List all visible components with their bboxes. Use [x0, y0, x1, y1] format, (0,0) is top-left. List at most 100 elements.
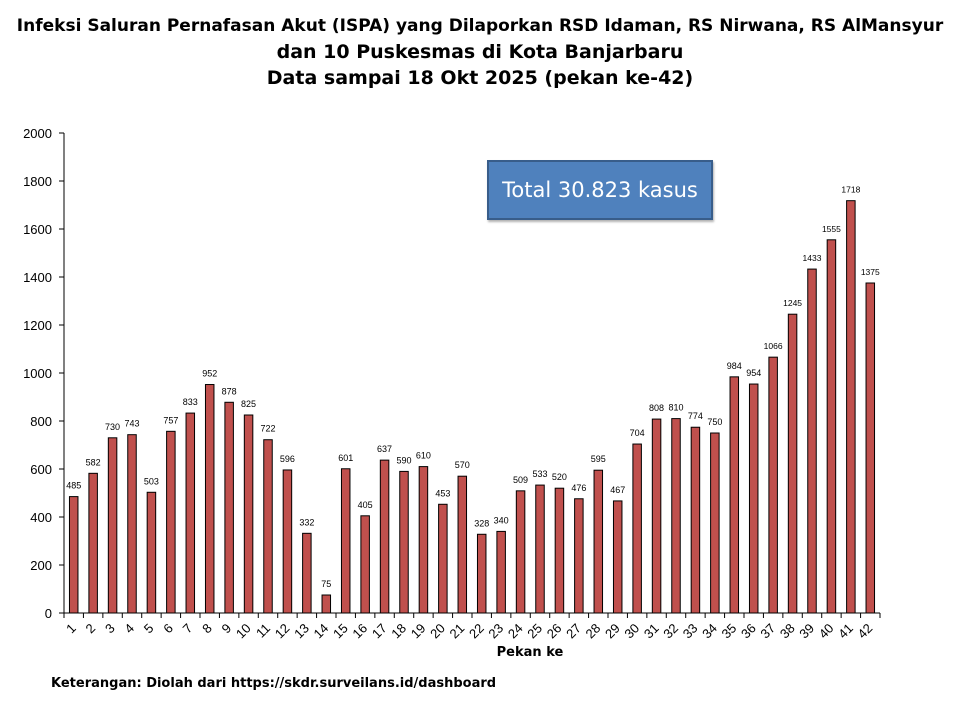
bar-18: [399, 470, 409, 614]
bar-25: [535, 484, 545, 614]
data-label: 601: [338, 453, 353, 463]
data-label: 1555: [822, 224, 841, 234]
data-label: 503: [144, 476, 159, 486]
data-label: 332: [299, 517, 314, 527]
x-tick-label: 7: [180, 621, 196, 637]
bar-22: [476, 533, 487, 614]
x-tick-label: 15: [330, 621, 351, 642]
x-tick-label: 34: [699, 621, 720, 642]
data-label: 878: [222, 386, 237, 396]
chart-title-line-2: dan 10 Puskesmas di Kota Banjarbaru: [276, 41, 684, 63]
bar-36: [748, 383, 759, 614]
x-tick-label: 25: [524, 621, 545, 642]
bar-19: [418, 466, 429, 614]
data-label: 596: [280, 454, 295, 464]
bar-16: [360, 515, 370, 614]
x-tick-label: 26: [544, 621, 565, 642]
x-tick-label: 23: [485, 621, 506, 642]
bar-6: [166, 430, 176, 614]
bar-23: [496, 530, 506, 614]
bar-26: [554, 487, 565, 614]
data-label: 808: [649, 403, 664, 413]
bar-40: [826, 239, 837, 614]
data-label: 730: [105, 422, 120, 432]
bar-10: [243, 414, 254, 614]
x-tick-label: 17: [369, 621, 390, 642]
x-tick-label: 6: [160, 621, 176, 637]
bar-30: [632, 443, 642, 614]
x-tick-label: 41: [835, 621, 856, 642]
data-label: 476: [571, 483, 586, 493]
data-label: 750: [707, 417, 722, 427]
x-tick-label: 5: [141, 621, 157, 637]
x-tick-label: 30: [621, 621, 642, 642]
bar-15: [340, 468, 351, 614]
chart-title-line-1: Infeksi Saluran Pernafasan Akut (ISPA) y…: [16, 16, 944, 36]
y-tick-label: 1000: [23, 366, 52, 381]
x-tick-label: 1: [63, 621, 79, 637]
x-tick-label: 33: [680, 621, 701, 642]
x-tick-label: 31: [641, 621, 662, 642]
x-tick-label: 40: [816, 621, 837, 642]
data-label: 328: [474, 518, 489, 528]
y-tick-label: 2000: [23, 126, 52, 141]
data-label: 984: [727, 361, 742, 371]
y-tick-label: 1400: [23, 270, 52, 285]
data-label: 757: [163, 415, 178, 425]
data-label: 590: [396, 455, 411, 465]
data-label: 533: [532, 469, 547, 479]
data-label: 952: [202, 369, 217, 379]
data-label: 1433: [803, 253, 822, 263]
bar-42: [865, 282, 876, 614]
data-label: 833: [183, 397, 198, 407]
x-tick-label: 14: [311, 621, 332, 642]
data-label: 405: [358, 500, 373, 510]
x-tick-label: 39: [796, 621, 817, 642]
bar-2: [88, 472, 98, 614]
data-label: 1375: [861, 267, 880, 277]
bar-29: [612, 500, 623, 614]
data-label: 509: [513, 475, 528, 485]
x-tick-label: 13: [291, 621, 312, 642]
x-tick-label: 3: [102, 621, 118, 637]
bar-13: [302, 532, 312, 614]
bar-14: [321, 594, 332, 614]
y-tick-label: 600: [30, 462, 52, 477]
y-tick-label: 800: [30, 414, 52, 429]
x-tick-label: 19: [408, 621, 429, 642]
y-tick-label: 400: [30, 510, 52, 525]
data-label: 704: [630, 428, 645, 438]
y-tick-label: 1800: [23, 174, 52, 189]
data-label: 595: [591, 454, 606, 464]
x-tick-label: 11: [253, 621, 273, 641]
x-tick-label: 4: [121, 621, 137, 637]
data-label: 467: [610, 485, 625, 495]
data-label: 810: [668, 403, 683, 413]
data-label: 582: [86, 457, 101, 467]
bar-17: [379, 459, 390, 614]
bar-35: [729, 376, 740, 614]
data-label: 610: [416, 451, 431, 461]
x-tick-label: 32: [660, 621, 681, 642]
bar-12: [282, 469, 293, 614]
bar-34: [710, 432, 720, 614]
chart-title-line-3: Data sampai 18 Okt 2025 (pekan ke-42): [266, 67, 694, 89]
bar-5: [146, 491, 157, 614]
bar-11: [263, 439, 273, 614]
bar-33: [690, 426, 701, 614]
data-label: 520: [552, 472, 567, 482]
data-label: 1245: [783, 298, 802, 308]
data-label: 1066: [764, 341, 783, 351]
x-tick-label: 35: [719, 621, 740, 642]
data-label: 774: [688, 411, 703, 421]
x-tick-label: 36: [738, 621, 759, 642]
bar-21: [457, 475, 468, 614]
bar-4: [127, 434, 137, 614]
bar-32: [671, 418, 681, 614]
x-tick-label: 29: [602, 621, 623, 642]
data-label: 825: [241, 399, 256, 409]
x-tick-label: 18: [388, 621, 409, 642]
y-tick-label: 200: [30, 558, 52, 573]
x-tick-label: 22: [466, 621, 487, 642]
